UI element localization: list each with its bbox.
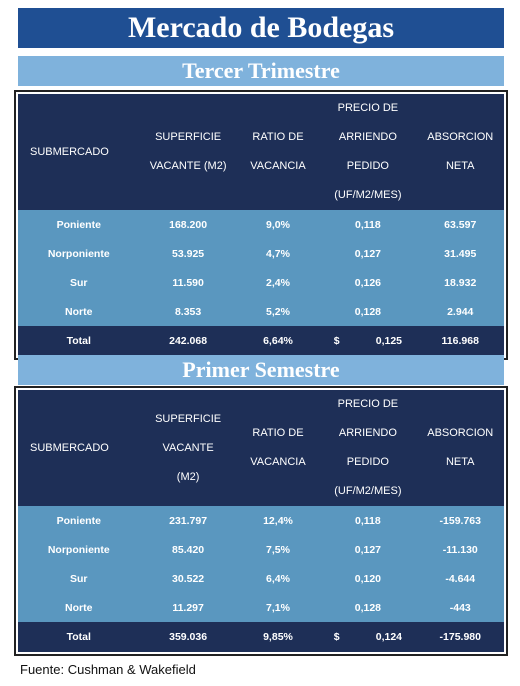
total-precio-value: 0,124	[375, 631, 403, 643]
cell-superficie: 53.925	[139, 239, 237, 268]
currency-symbol: $	[333, 335, 340, 347]
cell-total-label: Total	[18, 622, 140, 652]
header-submercado: SUBMERCADO	[18, 390, 140, 506]
cell-submercado: Norte	[18, 593, 140, 622]
table-row: Norte 11.297 7,1% 0,128 -443	[18, 593, 504, 622]
table-row: Sur 30.522 6,4% 0,120 -4.644	[18, 564, 504, 593]
cell-precio: 0,126	[319, 268, 417, 297]
cell-superficie: 168.200	[139, 210, 237, 239]
cell-absorcion: 63.597	[416, 210, 504, 239]
cell-absorcion: 18.932	[416, 268, 504, 297]
header-superficie: SUPERFICIE VACANTE (M2)	[139, 390, 237, 506]
cell-absorcion: -159.763	[416, 506, 504, 535]
cell-submercado: Norponiente	[18, 535, 140, 564]
header-precio: PRECIO DE ARRIENDO PEDIDO (UF/M2/MES)	[319, 390, 417, 506]
cell-total-superficie: 242.068	[139, 326, 237, 356]
cell-ratio: 9,0%	[236, 210, 320, 239]
cell-ratio: 4,7%	[236, 239, 320, 268]
section-title-primer-semestre: Primer Semestre	[18, 355, 504, 385]
header-submercado: SUBMERCADO	[18, 94, 140, 210]
table-primer-semestre: SUBMERCADO SUPERFICIE VACANTE (M2) RATIO D…	[14, 386, 508, 656]
total-row: Total 359.036 9,85% $0,124 -175.980	[18, 622, 504, 652]
cell-superficie: 11.297	[139, 593, 237, 622]
cell-total-precio: $0,124	[319, 622, 417, 652]
header-ratio: RATIO DE VACANCIA	[236, 390, 320, 506]
header-ratio: RATIO DE VACANCIA	[236, 94, 320, 210]
cell-total-label: Total	[18, 326, 140, 356]
header-absorcion: ABSORCION NETA	[416, 94, 504, 210]
cell-superficie: 30.522	[139, 564, 237, 593]
main-title: Mercado de Bodegas	[18, 8, 504, 48]
source-note: Fuente: Cushman & Wakefield	[20, 662, 196, 677]
cell-superficie: 231.797	[139, 506, 237, 535]
table-row: Poniente 231.797 12,4% 0,118 -159.763	[18, 506, 504, 535]
table-row: Poniente 168.200 9,0% 0,118 63.597	[18, 210, 504, 239]
header-superficie: SUPERFICIE VACANTE (M2)	[139, 94, 237, 210]
cell-submercado: Poniente	[18, 210, 140, 239]
section-title-tercer-trimestre: Tercer Trimestre	[18, 56, 504, 86]
cell-submercado: Norte	[18, 297, 140, 326]
cell-submercado: Sur	[18, 564, 140, 593]
cell-total-absorcion: 116.968	[416, 326, 504, 356]
cell-ratio: 6,4%	[236, 564, 320, 593]
cell-total-ratio: 6,64%	[236, 326, 320, 356]
cell-absorcion: -4.644	[416, 564, 504, 593]
cell-absorcion: -11.130	[416, 535, 504, 564]
table-tercer-trimestre: SUBMERCADO SUPERFICIE VACANTE (M2) RATIO …	[14, 90, 508, 360]
currency-symbol: $	[333, 631, 340, 643]
cell-superficie: 8.353	[139, 297, 237, 326]
cell-submercado: Poniente	[18, 506, 140, 535]
cell-total-ratio: 9,85%	[236, 622, 320, 652]
cell-absorcion: 31.495	[416, 239, 504, 268]
cell-total-superficie: 359.036	[139, 622, 237, 652]
cell-precio: 0,128	[319, 297, 417, 326]
table-row: Norponiente 85.420 7,5% 0,127 -11.130	[18, 535, 504, 564]
cell-submercado: Norponiente	[18, 239, 140, 268]
cell-precio: 0,118	[319, 210, 417, 239]
total-precio-value: 0,125	[375, 335, 403, 347]
cell-ratio: 5,2%	[236, 297, 320, 326]
header-precio: PRECIO DE ARRIENDO PEDIDO (UF/M2/MES)	[319, 94, 417, 210]
table-row: Norponiente 53.925 4,7% 0,127 31.495	[18, 239, 504, 268]
table-row: Norte 8.353 5,2% 0,128 2.944	[18, 297, 504, 326]
cell-precio: 0,127	[319, 535, 417, 564]
cell-absorcion: -443	[416, 593, 504, 622]
cell-precio: 0,120	[319, 564, 417, 593]
cell-precio: 0,127	[319, 239, 417, 268]
header-absorcion: ABSORCION NETA	[416, 390, 504, 506]
cell-superficie: 11.590	[139, 268, 237, 297]
cell-total-precio: $0,125	[319, 326, 417, 356]
cell-ratio: 7,1%	[236, 593, 320, 622]
total-row: Total 242.068 6,64% $0,125 116.968	[18, 326, 504, 356]
cell-total-absorcion: -175.980	[416, 622, 504, 652]
cell-absorcion: 2.944	[416, 297, 504, 326]
cell-ratio: 2,4%	[236, 268, 320, 297]
cell-precio: 0,118	[319, 506, 417, 535]
cell-precio: 0,128	[319, 593, 417, 622]
cell-ratio: 12,4%	[236, 506, 320, 535]
cell-superficie: 85.420	[139, 535, 237, 564]
cell-ratio: 7,5%	[236, 535, 320, 564]
cell-submercado: Sur	[18, 268, 140, 297]
table-row: Sur 11.590 2,4% 0,126 18.932	[18, 268, 504, 297]
